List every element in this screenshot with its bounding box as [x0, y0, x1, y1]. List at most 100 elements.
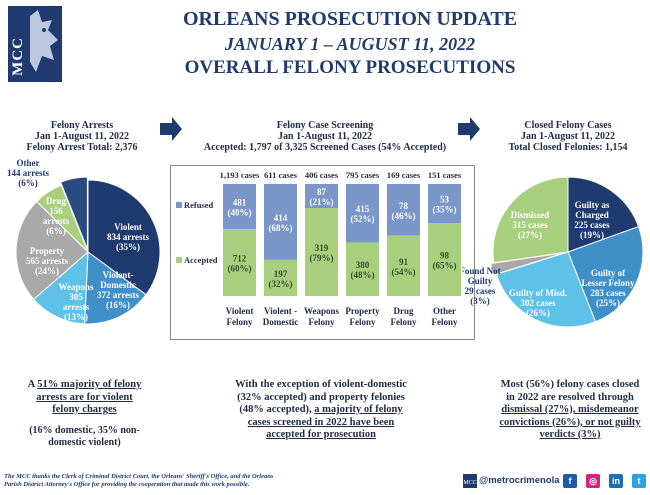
bar-accepted-label: (60%): [228, 264, 252, 274]
pie-label: arrests: [43, 216, 70, 226]
pie-label: (19%): [580, 230, 604, 240]
pie-slice-property: [15, 200, 89, 300]
pie-slice-guilty-as-charged: [567, 176, 640, 253]
screening-title: Felony Case Screening: [276, 120, 374, 131]
linkedin-icon[interactable]: in: [609, 474, 623, 488]
pie-slice-other: [60, 176, 88, 250]
bar-accepted-label: 380: [356, 260, 370, 270]
legend-swatch: [176, 202, 182, 208]
arrests-title: Felony Arrests: [50, 120, 114, 131]
pie-label: Property: [30, 246, 65, 256]
pie-label: 29 cases: [465, 286, 496, 296]
bar-refused-label: 481: [233, 198, 247, 208]
pie-label: 315 cases: [512, 220, 548, 230]
pie-slice-guilty-of-lesser-felony: [567, 225, 644, 323]
logo-text: MCC: [10, 37, 26, 76]
bar-category-label: Felony: [227, 317, 253, 327]
bar-refused-label: (40%): [228, 208, 252, 218]
pie-label: (24%): [35, 266, 59, 276]
arrests-total: Felony Arrest Total: 2,376: [26, 142, 138, 153]
wolf-emblem-icon: [30, 10, 58, 72]
bar-refused-label: (35%): [433, 205, 457, 215]
mcc-small-logo-icon: MCC: [463, 474, 477, 488]
pie-label: (25%): [596, 298, 620, 308]
mcc-logo: MCC: [8, 6, 62, 82]
bar-total-label: 151 cases: [428, 170, 462, 180]
bar-refused: [305, 184, 338, 208]
arrests-note: A 51% majority of felony arrests are for…: [22, 379, 147, 450]
bar-total-label: 169 cases: [387, 170, 421, 180]
bar-category-label: Felony: [432, 317, 458, 327]
legend-label: Refused: [184, 200, 214, 210]
pie-label: 302 cases: [520, 298, 556, 308]
closed-total: Total Closed Felonies: 1,154: [508, 142, 628, 153]
bar-accepted-label: 91: [399, 257, 409, 267]
bar-refused-label: (46%): [392, 211, 416, 221]
footer-credits: The MCC thanks the Clerk of Criminal Dis…: [4, 473, 334, 489]
bar-refused-label: (52%): [351, 214, 375, 224]
instagram-icon[interactable]: ◎: [586, 474, 600, 488]
pie-label: (6%): [18, 178, 38, 188]
twitter-icon[interactable]: t: [632, 474, 646, 488]
bar-refused: [428, 184, 461, 224]
pie-label: 225 cases: [574, 220, 610, 230]
bar-refused: [387, 184, 420, 236]
pie-label: 372 arrests: [97, 290, 140, 300]
pie-slice-weapons: [33, 250, 89, 325]
pie-label: (26%): [526, 308, 550, 318]
bar-category-label: Felony: [350, 317, 376, 327]
pie-slice-guilty-of-misd-: [495, 251, 597, 328]
pie-label: 834 arrests: [107, 232, 150, 242]
bar-accepted-label: (54%): [392, 267, 416, 277]
bar-total-label: 795 cases: [346, 170, 380, 180]
pie-label: (16%): [106, 300, 130, 310]
page-title: ORLEANS PROSECUTION UPDATE: [182, 8, 518, 30]
bar-accepted-label: 712: [233, 254, 247, 264]
bar-refused-label: 87: [317, 187, 327, 197]
arrests-note-b: (16% domestic, 35% non-domestic violent): [29, 424, 140, 449]
pie-label: 283 cases: [590, 288, 626, 298]
pie-label: arrests: [63, 302, 90, 312]
bar-category-label: Property: [345, 306, 380, 316]
arrests-note-a: A: [27, 379, 38, 390]
arrests-note-u: 51% majority of felony arrests are for v…: [36, 379, 142, 415]
pie-label: Guilty: [468, 276, 493, 286]
pie-label: (3%): [470, 296, 490, 306]
screening-panel: 1,193 cases 481 (40%) 712 (60%) Violent Felony…: [170, 165, 475, 340]
bar-accepted: [387, 235, 420, 296]
bar-refused: [346, 184, 379, 243]
pie-label: Other: [17, 158, 40, 168]
bar-category-label: Drug: [394, 306, 414, 316]
pie-label: Violent-: [103, 270, 134, 280]
pie-label: Dismissed: [511, 210, 550, 220]
pie-slice-found-not-guilty: [490, 252, 566, 276]
pie-label: Guilty as: [575, 200, 610, 210]
screening-note: With the exception of violent-domestic (…: [232, 379, 410, 442]
screening-accepted: Accepted: 1,797 of 3,325 Screened Cases …: [203, 142, 447, 153]
pie-label: (35%): [116, 242, 140, 252]
pie-label: Violent: [114, 222, 142, 232]
pie-label: Lesser Felony: [581, 278, 635, 288]
pie-label: 305: [69, 292, 83, 302]
pie-slice-violent: [87, 179, 161, 296]
bar-refused: [264, 184, 297, 260]
bar-refused-label: 78: [399, 201, 409, 211]
page-title-2: OVERALL FELONY PROSECUTIONS: [184, 57, 516, 78]
bar-accepted-label: (32%): [269, 279, 293, 289]
bar-accepted-label: 319: [315, 243, 329, 253]
pie-label: Guilty of Misd.: [509, 288, 567, 298]
pie-label: (27%): [518, 230, 542, 240]
social-handle[interactable]: @metrocrimenola: [479, 475, 560, 486]
bar-category-label: Other: [433, 306, 456, 316]
bar-accepted: [223, 229, 256, 296]
facebook-icon[interactable]: f: [563, 474, 577, 488]
bar-refused: [223, 184, 256, 230]
pie-label: Drug: [46, 196, 66, 206]
pie-label: (13%): [64, 312, 88, 322]
bar-refused-label: 414: [274, 213, 288, 223]
closed-note: Most (56%) felony cases closed in 2022 a…: [495, 379, 645, 442]
legend-label: Accepted: [184, 255, 218, 265]
bar-accepted-label: (79%): [310, 253, 334, 263]
